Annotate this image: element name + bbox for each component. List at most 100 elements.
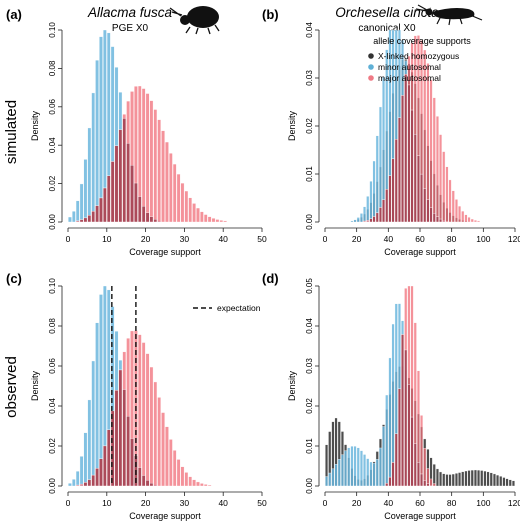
bar-overlap (416, 155, 420, 223)
bar (448, 474, 452, 487)
bar (95, 59, 99, 223)
bar-overlap (397, 117, 401, 223)
bar (464, 470, 468, 487)
bar-overlap (110, 410, 115, 487)
bar (337, 459, 341, 487)
bar-overlap (375, 212, 379, 223)
bar (366, 458, 370, 487)
bar-overlap (397, 388, 401, 487)
y-tick-label: 0.00 (48, 214, 57, 230)
bar-overlap (407, 84, 411, 223)
x-tick-label: 10 (102, 234, 112, 244)
bar (184, 190, 189, 223)
bar (95, 322, 99, 487)
bar (350, 220, 354, 223)
bar (372, 462, 376, 487)
bar (176, 459, 181, 487)
expectation-legend-label: expectation (217, 303, 261, 313)
x-tick-label: 20 (352, 498, 362, 508)
bar (435, 468, 439, 487)
bar (356, 447, 360, 487)
bar (448, 179, 452, 223)
bar (72, 479, 76, 487)
bar (141, 342, 146, 487)
y-tick-label: 0.02 (305, 118, 314, 134)
y-tick-label: 0.03 (305, 70, 314, 86)
bar (75, 220, 80, 223)
x-tick-label: 60 (415, 498, 425, 508)
bar-overlap (87, 479, 92, 487)
bar-overlap (426, 483, 430, 487)
bar-overlap (420, 473, 424, 487)
bar (442, 151, 446, 223)
bar (192, 203, 196, 223)
bar (502, 477, 506, 487)
bar (68, 483, 72, 487)
bar-overlap (401, 334, 405, 487)
bar (366, 220, 370, 223)
bar (157, 119, 161, 223)
bar-overlap (106, 175, 111, 223)
x-tick-label: 50 (257, 498, 267, 508)
bar (79, 456, 84, 487)
bar (454, 199, 458, 223)
bar-overlap (118, 369, 123, 487)
overlap-bars (385, 334, 430, 487)
x-tick-label: 0 (66, 498, 71, 508)
bar (196, 481, 200, 487)
title-orchesella: Orchesella cincta (335, 5, 439, 20)
bar (328, 472, 332, 487)
bar (388, 357, 392, 487)
bar-overlap (388, 175, 392, 223)
bar-overlap (95, 468, 99, 487)
bar (172, 163, 177, 223)
bar (149, 100, 154, 223)
bar-overlap (83, 482, 88, 487)
overlap-bars (79, 118, 158, 223)
y-tick-label: 0.10 (48, 278, 57, 294)
bar-overlap (137, 196, 142, 223)
y-tick-label: 0.06 (48, 98, 57, 114)
bar (219, 220, 224, 223)
x-tick-label: 20 (352, 234, 362, 244)
expectation-legend: expectation (193, 303, 261, 313)
bar-overlap (114, 390, 119, 487)
x-tick-label: 20 (141, 234, 151, 244)
y-tick-label: 0.03 (305, 358, 314, 374)
bar (200, 483, 204, 487)
bar-overlap (130, 165, 134, 223)
legend-swatch-xlinked (368, 53, 374, 59)
bar-overlap (435, 216, 439, 223)
bar (385, 394, 389, 487)
bar (165, 141, 169, 223)
bar (149, 366, 154, 487)
bar (511, 480, 515, 487)
y-tick-label: 0.06 (48, 358, 57, 374)
bar-overlap (378, 207, 382, 223)
x-tick-label: 100 (476, 234, 490, 244)
bar-overlap (372, 216, 376, 223)
bar (356, 217, 360, 223)
bar (461, 471, 465, 487)
bar-overlap (130, 438, 134, 487)
bar (480, 470, 484, 487)
bar (477, 469, 481, 487)
bar-overlap (145, 212, 150, 223)
panel-d: 0 20 40 60 80 100 120 0.00 0.01 0.02 0.03 0.04 0.05 C… (287, 278, 520, 521)
bar (223, 220, 227, 223)
bar (429, 79, 433, 223)
bar-overlap (391, 462, 395, 487)
panel-label-b: (b) (262, 7, 279, 22)
row-label-observed: observed (3, 356, 20, 418)
bar (169, 439, 173, 487)
bar-overlap (122, 118, 127, 223)
bar (363, 454, 367, 487)
bar-overlap (394, 433, 398, 487)
bar (439, 134, 443, 223)
bar (72, 211, 76, 223)
bar-overlap (137, 467, 142, 487)
bar (353, 219, 357, 223)
x-tick-label: 120 (508, 498, 520, 508)
bar-overlap (413, 443, 417, 487)
